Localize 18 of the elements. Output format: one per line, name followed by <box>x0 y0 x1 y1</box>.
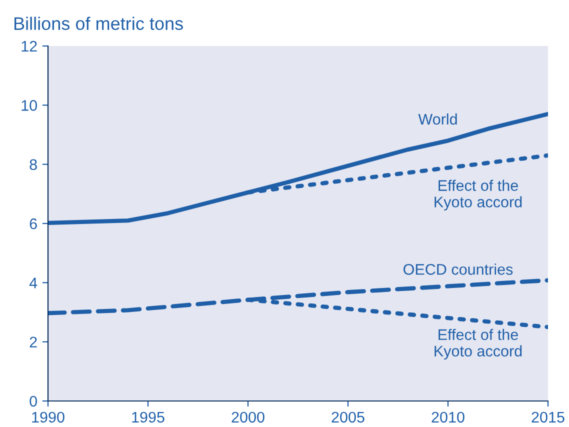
x-tick-label: 2010 <box>432 412 464 423</box>
x-tick-label: 2015 <box>532 412 564 423</box>
y-tick-label: 0 <box>30 396 37 407</box>
y-tick-label: 4 <box>29 278 38 288</box>
y-tick-label: 6 <box>30 218 37 230</box>
y-tick-label: 2 <box>30 336 37 348</box>
y-tick-label: 10 <box>22 100 37 111</box>
x-tick-label: 2000 <box>232 412 264 423</box>
annotation: OECD countries <box>404 264 513 275</box>
y-tick-label: 12 <box>22 40 37 52</box>
y-axis-title: Billions of metric tons <box>14 16 183 30</box>
annotation: World <box>418 113 457 125</box>
annotation: Effect of the Kyoto accord <box>434 328 522 360</box>
annotation: Effect of the Kyoto accord <box>434 180 522 210</box>
y-tick-label: 8 <box>30 159 37 170</box>
x-tick-label: 1995 <box>132 412 164 423</box>
x-tick-label: 1990 <box>32 412 64 423</box>
x-tick-label: 2005 <box>332 412 364 423</box>
